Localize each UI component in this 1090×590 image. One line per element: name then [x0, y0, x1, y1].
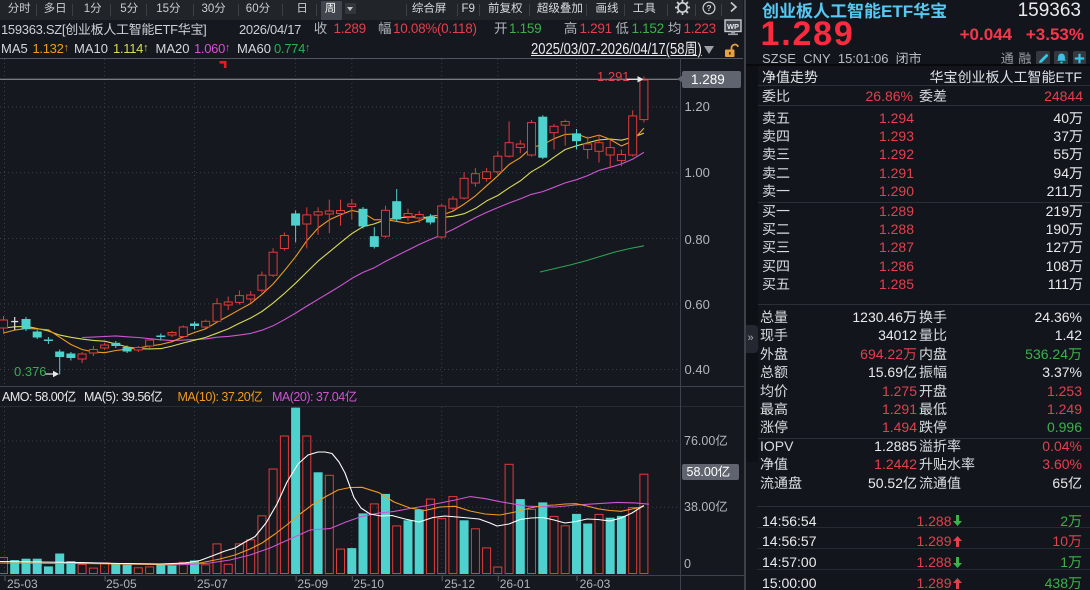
svg-text:?: ? [706, 3, 711, 13]
svg-text:WP: WP [727, 22, 739, 31]
